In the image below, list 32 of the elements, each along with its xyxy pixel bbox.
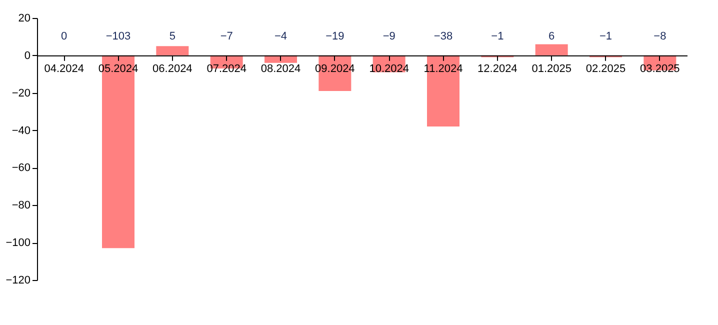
data-label: −19 (326, 30, 344, 42)
data-label: 5 (169, 30, 176, 42)
y-tick-label: −40 (12, 124, 30, 137)
x-tick-label: 11.2024 (424, 62, 463, 75)
x-tick-label: 06.2024 (152, 62, 192, 75)
x-tick-label: 02.2025 (586, 62, 626, 75)
x-tick-label: 12.2024 (478, 62, 518, 75)
x-tick-label: 07.2024 (206, 62, 246, 75)
x-tick-label: 09.2024 (315, 62, 355, 75)
x-tick-label: 03.2025 (640, 62, 680, 75)
data-label: −7 (220, 30, 233, 42)
data-label: −9 (382, 30, 396, 42)
data-label: −103 (106, 30, 131, 42)
y-tick-label: −120 (6, 274, 30, 286)
y-tick-label: −20 (12, 87, 30, 100)
x-tick-label: 10.2024 (369, 62, 409, 75)
x-tick-label: 08.2024 (260, 62, 301, 75)
x-tick-label: 04.2024 (44, 62, 84, 75)
x-tick-label: 01.2025 (532, 62, 572, 75)
data-label: 6 (548, 30, 555, 42)
data-label: −4 (274, 30, 288, 42)
data-label: 0 (61, 30, 68, 42)
data-label: −8 (654, 30, 666, 42)
data-label: −38 (434, 30, 453, 42)
y-tick-label: −60 (12, 162, 30, 174)
y-tick-label: 20 (18, 12, 30, 24)
data-label: −1 (491, 30, 504, 42)
data-label: −1 (599, 30, 612, 42)
x-tick-label: 05.2024 (98, 62, 138, 75)
y-tick-label: −100 (6, 237, 30, 250)
y-tick-label: −80 (12, 200, 30, 212)
y-tick-label: 0 (24, 50, 30, 62)
